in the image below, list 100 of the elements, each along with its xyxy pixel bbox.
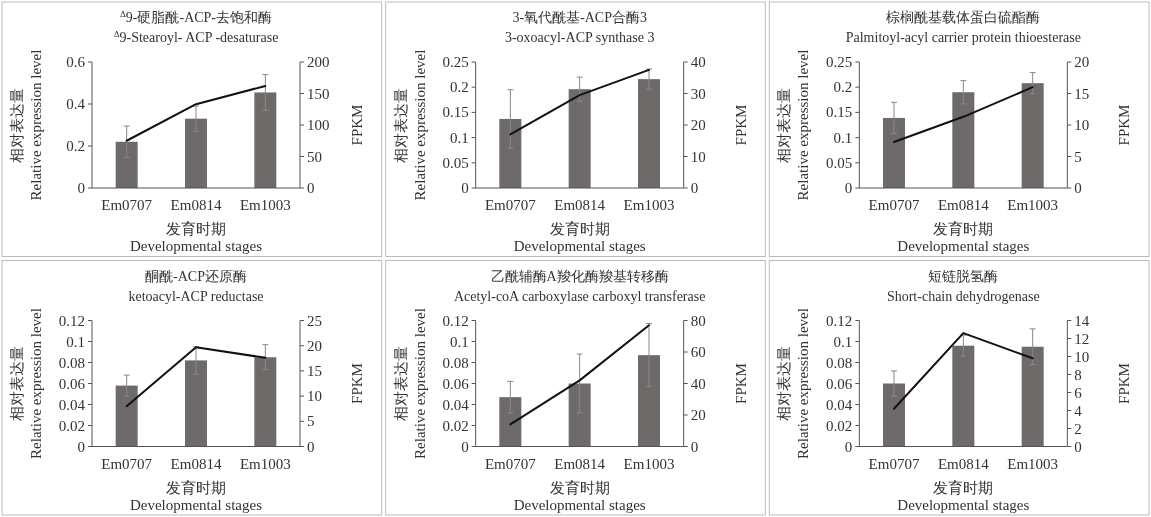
y2-tick-label: 10 [690,148,706,165]
x-axis-title: 发育时期 Developmental stages [129,479,263,513]
y2-tick-label: 100 [307,117,330,133]
y-axis-title: 相对表达量 Relative expression level [776,308,812,459]
x-tick-label: Em0707 [484,455,537,472]
y-tick-label: 0.06 [58,375,86,392]
y2-tick-label: 0 [690,438,699,455]
chart-title: 酮酰-ACP还原酶 [145,268,247,284]
x-tick-label: Em0814 [554,197,606,213]
y2-tick-label: 20 [1074,54,1090,70]
x-tick-label: Em0814 [937,455,990,472]
x-tick-label: Em1003 [623,455,675,472]
y-tick-label: 0.1 [833,333,853,350]
y-tick-label: 0.04 [442,396,470,413]
y-tick-label: 0.2 [833,79,853,96]
x-tick-label: Em1003 [1007,197,1059,213]
y2-tick-label: 20 [690,407,706,423]
y-tick-label: 0.04 [58,396,86,413]
y-tick-label: 0.06 [826,375,853,392]
chart-title: 棕榈酰基载体蛋白硫酯酶 [886,10,1041,25]
x-tick-label: Em1003 [1007,455,1059,472]
chart-subtitle: Short-chain dehydrogenase [886,288,1040,304]
y-tick-label: 0.08 [58,354,85,371]
y2-tick-label: 10 [1074,348,1090,365]
y-axis-title: 相对表达量 Relative expression level [392,49,428,201]
x-axis-title: 发育时期 Developmental stages [513,221,646,254]
y-tick-label: 0.12 [442,312,469,329]
x-tick-label: Em1003 [623,197,675,213]
y-tick-label: 0 [77,180,85,196]
y2-tick-label: 12 [1074,330,1090,347]
y-tick-label: 0.06 [442,375,470,392]
chart-subtitle: 3-oxoacyl-ACP synthase 3 [504,30,655,45]
y-axis-title: 相对表达量 Relative expression level [9,308,44,459]
x-axis-title: 发育时期 Developmental stages [897,221,1030,254]
y-tick-label: 0.15 [442,104,469,121]
y2-axis-title: FPKM [1116,104,1133,146]
y-axis-title: 相对表达量 Relative expression level [9,49,44,201]
chart-title: 乙酰辅酶A羧化酶羧基转移酶 [490,268,669,284]
x-tick-label: Em1003 [239,455,291,472]
y2-tick-label: 0 [307,180,315,196]
y-tick-label: 0 [461,180,469,196]
y-tick-label: 0 [844,180,853,196]
x-tick-label: Em0814 [937,197,990,213]
x-tick-label: Em0707 [868,197,920,213]
x-tick-label: Em0814 [554,455,606,472]
y-tick-label: 0.1 [449,129,469,146]
y2-tick-label: 50 [307,148,322,165]
x-tick-label: Em0814 [170,197,222,213]
y2-axis-title: FPKM [1116,363,1133,404]
y-tick-label: 0.2 [66,138,85,154]
chart-title: 短链脱氢酶 [928,268,999,284]
y2-axis-title: FPKM [732,363,749,404]
y-tick-label: 0.12 [58,312,85,329]
x-axis-title: 发育时期 Developmental stages [129,221,263,254]
y2-tick-label: 0 [1074,438,1082,455]
y2-tick-label: 0 [307,438,315,455]
y-tick-label: 0.02 [58,417,85,434]
y2-tick-label: 60 [690,344,706,360]
y2-axis-title: FPKM [732,104,749,146]
y2-tick-label: 0 [1074,180,1082,196]
y2-tick-label: 20 [690,117,706,133]
y2-tick-label: 14 [1074,312,1090,329]
y-tick-label: 0.04 [826,396,853,413]
y-tick-label: 0.25 [442,54,469,70]
y2-tick-label: 10 [307,388,322,405]
chart-subtitle: Acetyl-coA carboxylase carboxyl transferase [453,288,706,304]
x-tick-label: Em0707 [868,455,920,472]
y2-tick-label: 20 [307,337,322,354]
y-tick-label: 0.1 [66,333,85,350]
x-tick-label: Em0814 [170,455,222,472]
x-tick-label: Em1003 [239,197,291,213]
y-tick-label: 0.1 [833,129,853,146]
chart-title: 3-氧代酰基-ACP合酶3 [512,10,647,25]
y2-axis-title: FPKM [349,363,365,404]
y2-tick-label: 40 [690,375,706,392]
chart-subtitle: ketoacyl-ACP reductase [128,288,264,304]
x-tick-label: Em0707 [101,197,153,213]
chart-subtitle: $^{Δ}$9-Stearoyl- ACP -desaturase [113,29,279,45]
y-tick-label: 0.05 [826,154,853,171]
x-axis-title: 发育时期 Developmental stages [513,479,646,513]
y-tick-label: 0.25 [826,54,853,70]
y2-tick-label: 15 [1074,85,1090,102]
y-tick-label: 0.12 [826,312,853,329]
y2-tick-label: 30 [690,85,706,102]
y-tick-label: 0.08 [442,354,469,371]
y2-tick-label: 150 [307,85,330,102]
y2-tick-label: 6 [1074,384,1083,401]
y2-tick-label: 40 [690,54,706,70]
y2-axis-title: FPKM [349,104,365,146]
y2-tick-label: 200 [307,54,330,70]
y-axis-title: 相对表达量 Relative expression level [776,49,812,201]
x-axis-title: 发育时期 Developmental stages [897,479,1030,513]
y-tick-label: 0 [844,438,853,455]
y-axis-title: 相对表达量 Relative expression level [392,308,428,459]
y2-tick-label: 15 [307,362,322,379]
y2-tick-label: 25 [307,312,322,329]
y-tick-label: 0.1 [449,333,469,350]
y-tick-label: 0.2 [449,79,469,96]
x-tick-label: Em0707 [484,197,537,213]
y2-tick-label: 80 [690,312,706,329]
